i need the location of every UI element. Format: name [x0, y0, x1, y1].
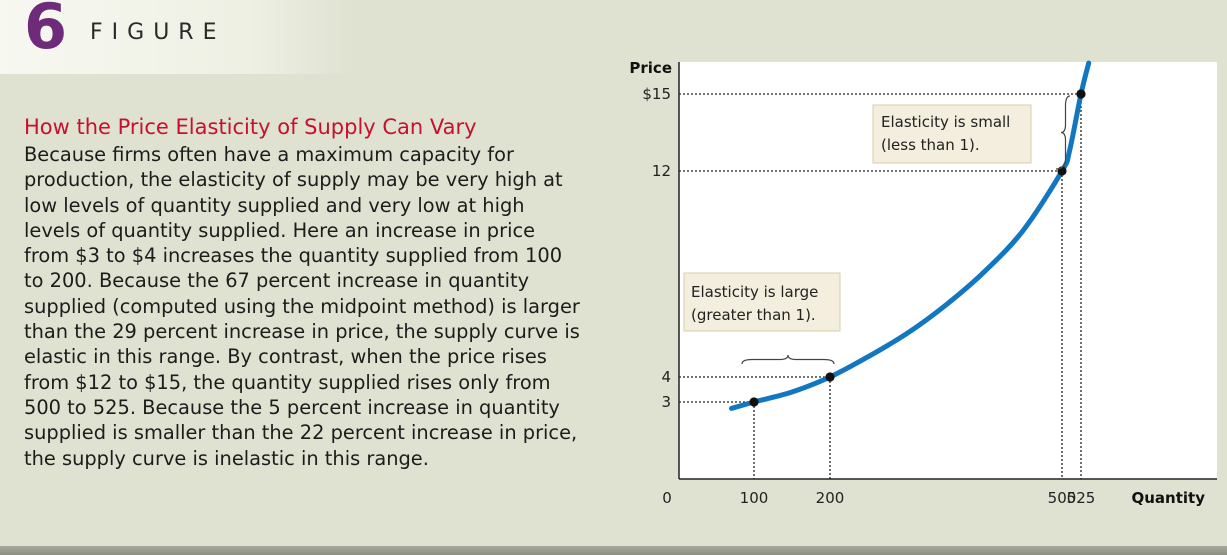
data-point-1	[749, 397, 759, 407]
y-tick-label-4: 3	[661, 393, 671, 411]
figure-header: 6 FIGURE	[0, 0, 355, 74]
x-tick-label-4: 500	[1048, 489, 1077, 507]
figure-caption: How the Price Elasticity of Supply Can V…	[24, 114, 584, 471]
annotation-small: Elasticity is small (less than 1).	[872, 95, 1071, 170]
annotation-large-box	[683, 272, 841, 332]
x-tick-label-2: 100	[740, 489, 769, 507]
annotation-small-box	[872, 104, 1032, 164]
brace-vertical	[1055, 95, 1071, 170]
annotation-large-line-2: (greater than 1).	[691, 306, 816, 324]
data-point-4	[1076, 89, 1086, 99]
y-tick-label-3: 4	[661, 368, 671, 386]
x-tick-label-1: 0	[662, 489, 672, 507]
supply-curve	[729, 60, 1092, 411]
figure-label: FIGURE	[90, 20, 226, 45]
y-tick-labels: $15 12 4 3	[642, 85, 671, 411]
guide-lines	[679, 93, 1082, 479]
brace-horizontal	[741, 354, 835, 365]
data-point-2	[825, 372, 835, 382]
page-bottom-shadow	[0, 546, 1227, 555]
data-points	[749, 89, 1086, 407]
annotation-small-line-1: Elasticity is small	[881, 113, 1010, 131]
y-axis-title: Price	[629, 59, 672, 77]
x-tick-label-5: 525	[1067, 489, 1096, 507]
caption-body: Because firms often have a maximum capac…	[24, 143, 580, 470]
x-axis-title: Quantity	[1132, 489, 1206, 507]
annotation-small-line-2: (less than 1).	[881, 136, 980, 154]
y-tick-label-2: 12	[652, 162, 671, 180]
y-tick-label-1: $15	[642, 85, 671, 103]
annotation-large: Elasticity is large (greater than 1).	[683, 272, 841, 365]
caption-title: How the Price Elasticity of Supply Can V…	[24, 115, 477, 139]
x-tick-label-3: 200	[816, 489, 845, 507]
annotation-large-line-1: Elasticity is large	[691, 283, 818, 301]
figure-number: 6	[24, 0, 68, 63]
